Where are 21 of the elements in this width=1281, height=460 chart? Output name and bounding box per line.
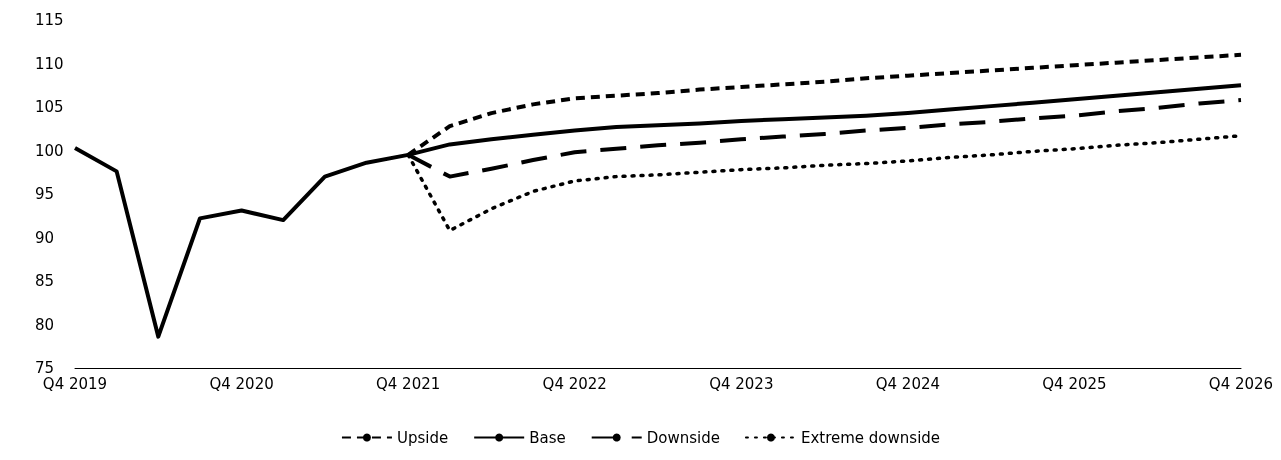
y-tick-label: 105 xyxy=(35,98,64,116)
y-tick-label: 100 xyxy=(35,141,64,160)
x-tick-label: Q4 2020 xyxy=(209,374,274,393)
y-tick-label: 95 xyxy=(35,185,55,203)
x-tick-label: Q4 2021 xyxy=(375,374,441,393)
y-tick-label: 85 xyxy=(35,272,55,290)
legend-label: Downside xyxy=(646,428,720,447)
x-tick-label: Q4 2023 xyxy=(709,374,774,393)
x-tick-label: Q4 2026 xyxy=(1208,374,1274,393)
y-tick-label: 115 xyxy=(35,11,64,29)
y-tick-label: 110 xyxy=(35,54,64,73)
legend-label: Base xyxy=(529,428,566,447)
y-tick-label: 90 xyxy=(35,228,55,247)
y-tick-label: 75 xyxy=(35,359,55,377)
legend-label: Upside xyxy=(396,428,449,447)
x-tick-label: Q4 2024 xyxy=(875,374,941,393)
y-tick-label: 80 xyxy=(35,315,55,334)
x-tick-label: Q4 2019 xyxy=(42,374,108,393)
x-tick-label: Q4 2025 xyxy=(1042,374,1107,393)
legend-label: Extreme downside xyxy=(800,428,941,447)
x-tick-label: Q4 2022 xyxy=(542,374,607,393)
